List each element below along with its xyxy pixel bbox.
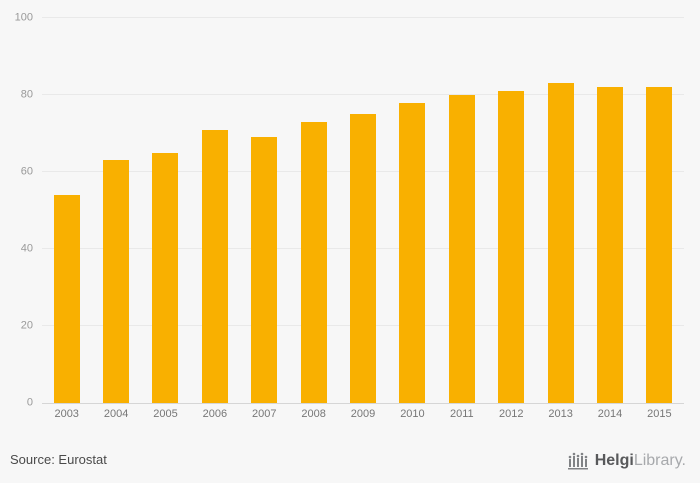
bar-2013 [547,83,574,403]
bar-2003 [53,195,80,403]
bar-2007 [251,137,278,403]
source-label: Source: Eurostat [10,452,107,467]
x-axis-label: 2009 [350,408,376,420]
y-axis-tick-label: 60 [20,165,33,178]
bar-2004 [103,160,130,403]
bar-column: 2012 [487,18,536,420]
x-axis-label: 2010 [400,408,425,420]
gridline [42,94,684,95]
bar-2006 [201,129,228,403]
bar-2008 [300,121,327,403]
bar-2005 [152,152,179,403]
y-axis-tick-label: 40 [20,242,33,255]
bar-column: 2003 [42,18,91,420]
x-axis-label: 2015 [647,408,672,420]
bar-2012 [498,91,525,403]
x-axis-label: 2012 [498,408,524,420]
x-axis-label: 2008 [301,408,326,420]
bar-column: 2010 [388,18,437,420]
x-axis-label: 2004 [103,408,129,420]
x-axis-label: 2014 [597,408,623,420]
logo-text-helgi: Helgi [594,452,634,469]
y-axis-tick-label: 80 [20,88,33,101]
x-axis-label: 2007 [252,408,277,420]
bar-2014 [596,87,623,403]
bar-column: 2004 [91,18,140,420]
y-axis-tick-label: 20 [20,319,33,332]
x-axis-label: 2011 [449,408,474,420]
bar-column: 2008 [289,18,338,420]
logo-text: HelgiLibrary. [595,453,686,469]
y-axis-tick-label: 100 [14,11,33,24]
bar-column: 2013 [536,18,585,420]
x-axis-label: 2006 [202,408,228,420]
y-axis-tick-label: 0 [26,396,33,409]
helgi-library-logo[interactable]: HelgiLibrary. [567,451,686,471]
bar-column: 2009 [338,18,387,420]
plot-area: 0 20 40 60 80 100 2003 2004 2005 2006 2007 2008 200… [15,12,684,420]
x-axis-label: 2013 [548,408,573,420]
helgi-library-logo-icon [567,451,589,471]
bar-column: 2006 [190,18,239,420]
bars-container: 2003 2004 2005 2006 2007 2008 2009 2010 2011 2012… [42,18,684,420]
logo-text-library: Library. [633,452,686,469]
x-axis-label: 2003 [54,408,79,420]
bar-2011 [448,95,475,403]
x-axis-label: 2005 [153,408,178,420]
bar-2015 [646,87,673,403]
bar-2010 [399,102,426,403]
gridline [42,17,684,18]
bar-column: 2014 [585,18,634,420]
bar-column: 2005 [141,18,190,420]
bar-column: 2007 [240,18,289,420]
bar-column: 2011 [437,18,486,420]
bar-column: 2015 [635,18,684,420]
bar-2009 [350,114,377,403]
